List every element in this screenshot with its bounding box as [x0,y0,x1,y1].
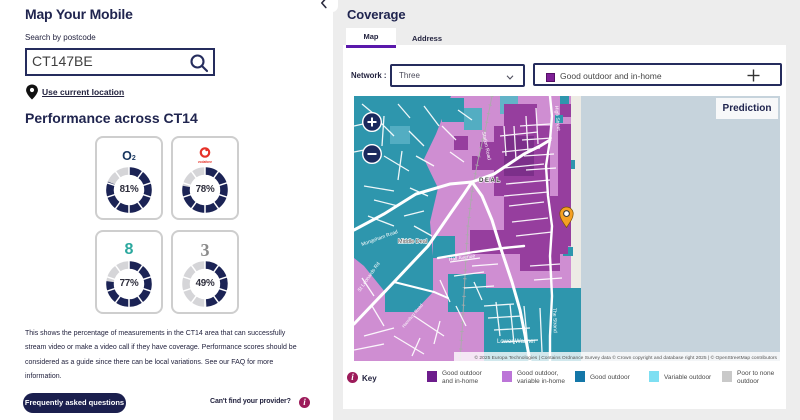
svg-text:High Street: High Street [553,106,561,132]
svg-text:Middle Deal: Middle Deal [398,239,427,245]
svg-text:vodafone: vodafone [198,160,212,164]
svg-text:The Strand: The Strand [551,308,558,333]
svg-text:Station Road: Station Road [480,131,492,161]
svg-text:Lower Walmer: Lower Walmer [497,339,535,345]
svg-text:DEAL: DEAL [479,177,501,184]
svg-text:© 2025 Europa Technologies | C: © 2025 Europa Technologies | Contains Or… [474,354,777,361]
svg-text:Hall Avenue: Hall Avenue [448,253,475,263]
